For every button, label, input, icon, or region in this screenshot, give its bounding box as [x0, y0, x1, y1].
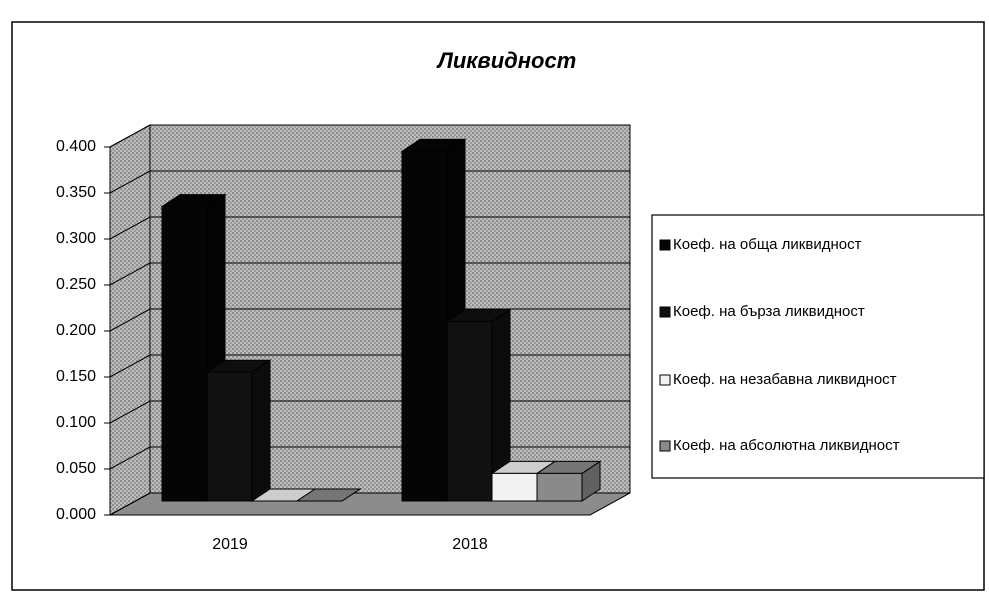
legend-swatch [659, 239, 671, 251]
y-tick-label: 0.100 [56, 414, 96, 431]
grid-line [109, 308, 151, 332]
y-tick-label: 0.000 [56, 506, 96, 523]
legend-swatch [659, 440, 671, 452]
bar-top [295, 488, 362, 502]
grid-line [109, 492, 151, 516]
bar [206, 371, 253, 502]
y-tick-label: 0.050 [56, 460, 96, 477]
legend-label: Коеф. на незабавна ликвидност [673, 371, 897, 388]
x-tick-label: 2018 [452, 536, 488, 553]
y-tick-label: 0.250 [56, 276, 96, 293]
bar [491, 472, 538, 502]
y-tick-label: 0.400 [56, 138, 96, 155]
grid-line [109, 124, 151, 148]
y-tick-label: 0.150 [56, 368, 96, 385]
grid-line [109, 446, 151, 470]
bar [536, 472, 583, 502]
legend-label: Коеф. на бърза ликвидност [673, 303, 865, 320]
bar [161, 206, 208, 502]
grid-line [109, 170, 151, 194]
y-tick-label: 0.300 [56, 230, 96, 247]
legend-label: Коеф. на абсолютна ликвидност [673, 437, 900, 454]
legend-swatch [659, 306, 671, 318]
bar [401, 150, 448, 502]
x-tick-label: 2019 [212, 536, 248, 553]
grid-line [109, 400, 151, 424]
legend-label: Коеф. на обща ликвидност [673, 236, 862, 253]
legend [651, 214, 985, 479]
legend-swatch [659, 374, 671, 386]
grid-line [109, 262, 151, 286]
y-tick-label: 0.200 [56, 322, 96, 339]
chart-title: Ликвидност [436, 48, 577, 73]
y-tick-label: 0.350 [56, 184, 96, 201]
grid-line [109, 354, 151, 378]
bar [446, 321, 493, 502]
grid-line [109, 216, 151, 240]
bar-side [251, 359, 271, 502]
